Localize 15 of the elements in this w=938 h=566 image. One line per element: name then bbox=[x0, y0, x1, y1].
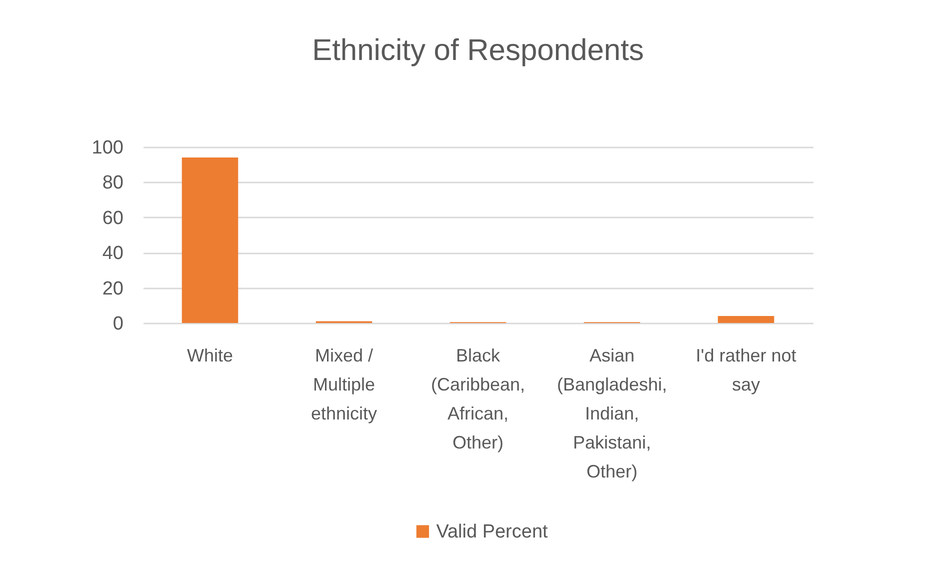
x-tick-label: I'd rather not say bbox=[696, 346, 796, 394]
y-tick-label: 20 bbox=[102, 278, 124, 300]
x-tick-label: Mixed / Multiple ethnicity bbox=[310, 346, 378, 424]
y-tick-label: 40 bbox=[102, 243, 124, 264]
y-tick-label: 0 bbox=[112, 314, 124, 334]
y-tick-label: 80 bbox=[102, 172, 124, 194]
y-tick-label: 100 bbox=[92, 138, 124, 158]
bar bbox=[718, 316, 774, 323]
legend-label: Valid Percent bbox=[436, 522, 549, 542]
x-tick-label: Black (Caribbean, African, Other) bbox=[430, 346, 526, 452]
x-tick-label: Asian (Bangladeshi, Indian, Pakistani, Other) bbox=[556, 346, 668, 482]
chart-title: Ethnicity of Respondents bbox=[312, 34, 644, 67]
bar bbox=[182, 158, 238, 323]
y-tick-label: 60 bbox=[102, 208, 124, 229]
x-tick-label: White bbox=[186, 346, 234, 366]
